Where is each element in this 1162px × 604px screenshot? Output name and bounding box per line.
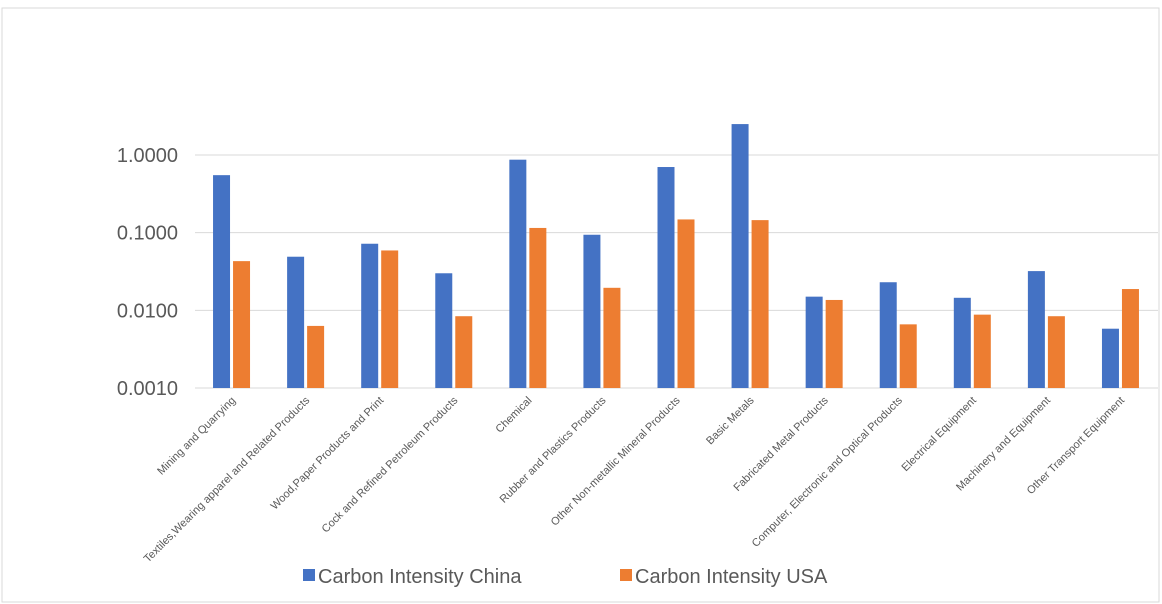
legend: Carbon Intensity China Carbon Intensity U… [303,566,828,588]
legend-label-china: Carbon Intensity China [318,566,522,588]
bar-china [1027,271,1045,388]
bar-usa [751,220,769,388]
bar-usa [529,227,547,388]
bar-usa [1121,289,1139,388]
y-tick-label: 0.1000 [117,223,178,245]
y-tick-label: 1.0000 [117,145,178,167]
legend-label-usa: Carbon Intensity USA [635,566,828,588]
bar-usa [233,261,251,388]
bar-china [213,175,231,388]
bar-china [287,256,305,388]
bar-china [805,296,823,388]
y-axis-ticks: 0.0010 0.0100 0.1000 1.0000 [117,145,178,400]
legend-swatch-china [303,569,315,581]
bars [213,124,1139,388]
bar-usa [973,314,991,388]
bar-china [879,282,897,388]
bar-china [361,243,379,388]
bar-china [435,273,453,388]
bar-china [1101,328,1119,388]
bar-usa [455,316,473,388]
bar-china [657,167,675,388]
bar-usa [603,287,621,388]
bar-usa [825,299,843,388]
bar-usa [899,324,917,388]
gridlines [195,154,1158,389]
bar-china [953,297,971,388]
bar-usa [1047,316,1065,388]
y-tick-label: 0.0010 [117,378,178,400]
bar-usa [307,325,325,388]
bar-usa [381,250,399,388]
bar-china [583,234,601,388]
legend-swatch-usa [620,569,632,581]
bar-china [509,159,527,388]
y-tick-label: 0.0100 [117,300,178,322]
bar-china [731,124,749,388]
bar-usa [677,219,695,388]
